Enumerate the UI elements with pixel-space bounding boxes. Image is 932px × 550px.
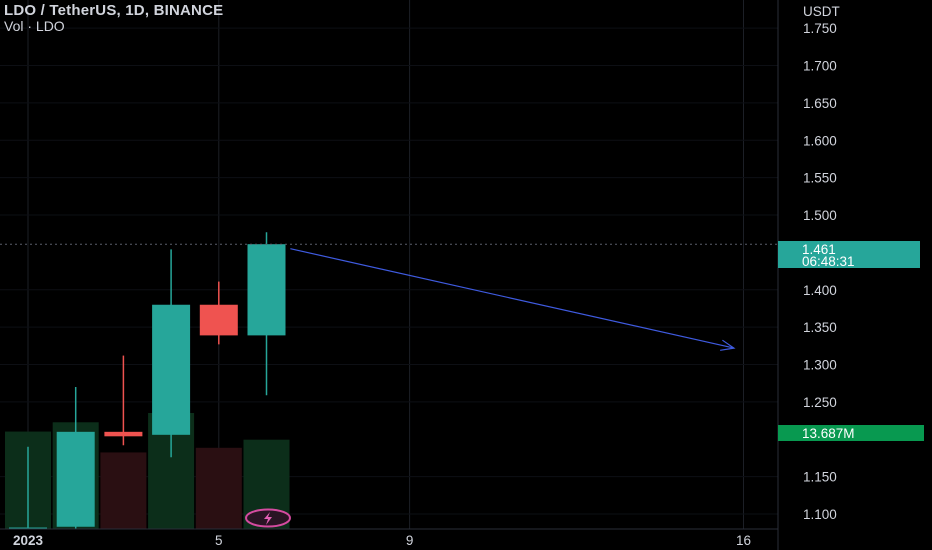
candle-body bbox=[247, 244, 286, 336]
volume-badge: 13.687M bbox=[778, 425, 924, 441]
chart-legend: LDO / TetherUS, 1D, BINANCE Vol · LDO bbox=[4, 2, 223, 34]
volume-value: 13.687M bbox=[802, 426, 855, 441]
price-tick-label: 1.250 bbox=[803, 395, 837, 410]
price-tick-label: 1.150 bbox=[803, 470, 837, 485]
chart-grid bbox=[0, 0, 778, 529]
price-tick-label: 1.300 bbox=[803, 358, 837, 373]
price-tick-label: 1.550 bbox=[803, 171, 837, 186]
trend-arrow[interactable] bbox=[290, 248, 736, 351]
price-axis-unit: USDT bbox=[803, 4, 840, 19]
price-tick-label: 1.100 bbox=[803, 507, 837, 522]
price-axis[interactable]: 1.750 1.700 1.650 1.600 1.550 1.500 1.400 1.350… bbox=[803, 21, 837, 522]
time-tick-label: 5 bbox=[215, 533, 223, 548]
volume-badge-bg bbox=[778, 425, 924, 441]
price-tick-label: 1.700 bbox=[803, 59, 837, 74]
event-marker[interactable] bbox=[245, 508, 291, 528]
trend-arrow-line bbox=[290, 248, 735, 349]
candle-body bbox=[199, 304, 238, 336]
price-tick-label: 1.600 bbox=[803, 133, 837, 148]
candle-body bbox=[104, 431, 143, 437]
time-tick-label: 16 bbox=[736, 533, 751, 548]
price-tick-label: 1.750 bbox=[803, 21, 837, 36]
volume-bars bbox=[5, 413, 290, 529]
candle-body bbox=[152, 304, 191, 435]
price-tick-label: 1.350 bbox=[803, 320, 837, 335]
time-tick-label: 9 bbox=[406, 533, 414, 548]
volume-bar bbox=[195, 447, 242, 529]
candle-body bbox=[56, 431, 95, 527]
trend-arrow-head bbox=[720, 339, 736, 351]
candles bbox=[9, 232, 286, 530]
volume-bar bbox=[100, 452, 147, 529]
last-price-badge-bg bbox=[778, 241, 920, 268]
last-price-badge: 1.461 06:48:31 bbox=[778, 241, 920, 269]
flash-icon bbox=[264, 512, 272, 525]
symbol-title[interactable]: LDO / TetherUS, 1D, BINANCE bbox=[4, 2, 224, 19]
time-tick-label: 2023 bbox=[13, 533, 44, 548]
price-tick-label: 1.400 bbox=[803, 283, 837, 298]
last-price-value: 1.461 bbox=[802, 242, 836, 257]
price-tick-label: 1.500 bbox=[803, 208, 837, 223]
price-tick-label: 1.650 bbox=[803, 96, 837, 111]
last-price-countdown: 06:48:31 bbox=[802, 254, 855, 269]
time-axis[interactable]: 2023 5 9 16 bbox=[13, 533, 751, 548]
volume-indicator-label[interactable]: Vol · LDO bbox=[4, 18, 65, 34]
